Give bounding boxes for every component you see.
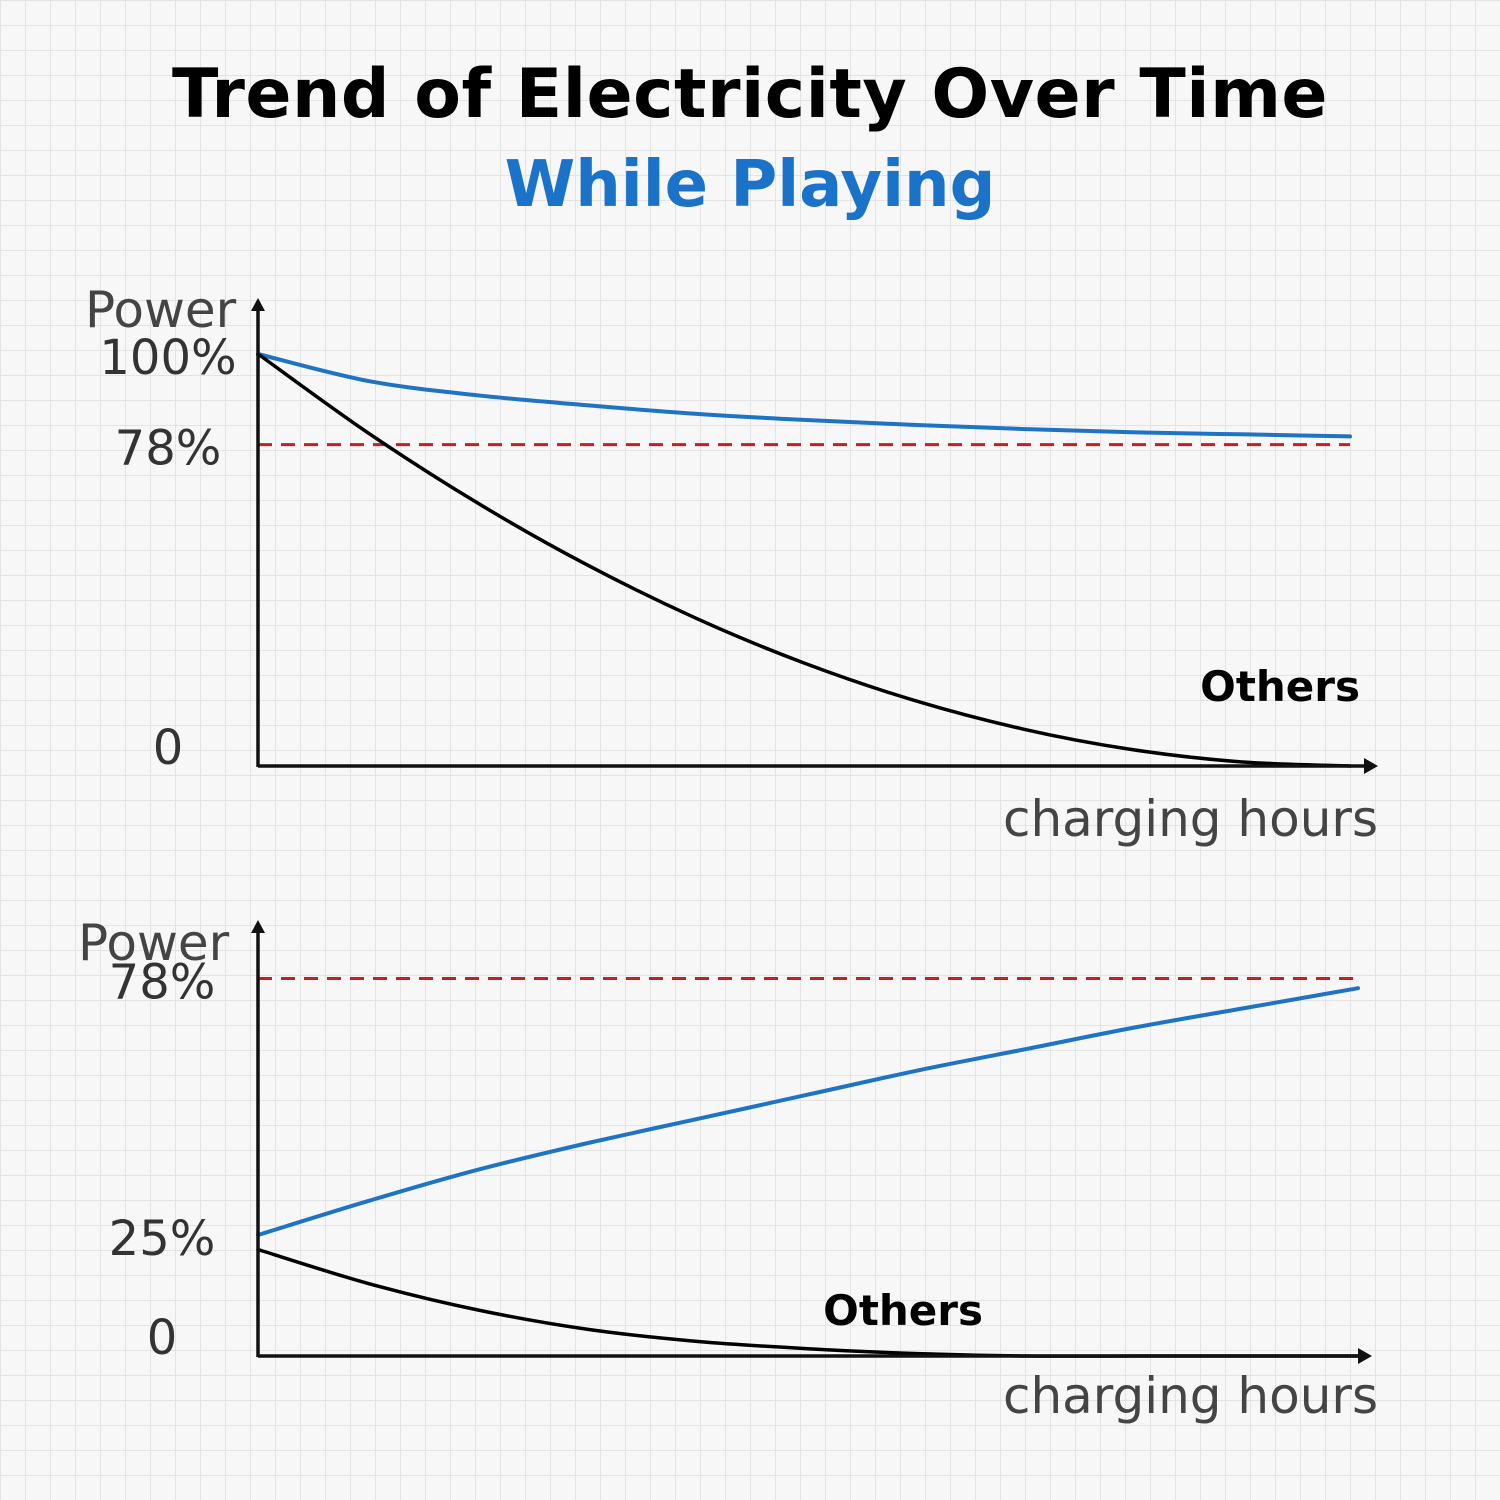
x-axis-label: charging hours [1003,1367,1378,1425]
series-line-black [256,352,1352,768]
y-axis-label: Power [78,914,230,972]
series-annotation-others: Others [1200,662,1360,711]
y-tick-label: 78% [115,421,222,477]
y-tick-label: 25% [109,1211,216,1267]
x-axis-label: charging hours [1003,790,1378,848]
y-tick-label: 100% [99,330,236,386]
y-tick-label: 0 [153,720,184,776]
series-line-blue [256,352,1352,439]
series-line-black [256,1247,1360,1358]
y-axis-arrow [251,298,265,311]
x-axis-arrow [1358,1348,1372,1364]
chart-title: Trend of Electricity Over Time [171,55,1329,134]
series-line-blue [256,986,1360,1237]
chart-subtitle: While Playing [504,148,996,222]
y-axis-arrow [251,920,265,933]
y-tick-label: 78% [109,954,216,1010]
y-tick-label: 0 [147,1310,178,1366]
y-axis-label: Power [85,281,237,339]
x-axis-arrow [1364,758,1378,774]
series-annotation-others: Others [823,1286,983,1335]
